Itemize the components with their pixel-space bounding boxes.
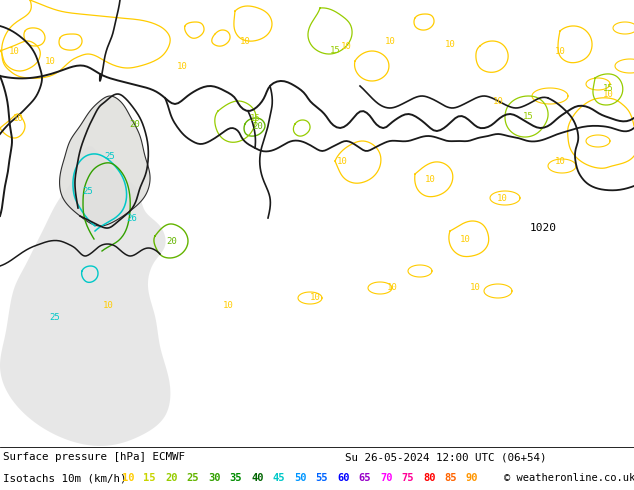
Text: 25: 25 bbox=[49, 314, 60, 322]
Text: 50: 50 bbox=[294, 473, 306, 483]
Text: 20: 20 bbox=[129, 120, 140, 128]
Text: 10: 10 bbox=[444, 40, 455, 49]
Text: 25: 25 bbox=[82, 187, 93, 196]
Text: 80: 80 bbox=[423, 473, 436, 483]
Text: 60: 60 bbox=[337, 473, 349, 483]
Text: 10: 10 bbox=[44, 56, 55, 66]
Text: 40: 40 bbox=[251, 473, 264, 483]
Text: 10: 10 bbox=[425, 174, 436, 183]
Text: Su 26-05-2024 12:00 UTC (06+54): Su 26-05-2024 12:00 UTC (06+54) bbox=[345, 452, 547, 462]
Text: 10: 10 bbox=[13, 114, 23, 122]
Text: 10: 10 bbox=[385, 36, 396, 46]
Text: 15: 15 bbox=[603, 83, 613, 93]
Text: 20: 20 bbox=[165, 473, 178, 483]
Text: 26: 26 bbox=[127, 214, 138, 222]
Text: 10: 10 bbox=[496, 194, 507, 202]
Text: 10: 10 bbox=[603, 90, 613, 98]
Text: 70: 70 bbox=[380, 473, 392, 483]
Text: Surface pressure [hPa] ECMWF: Surface pressure [hPa] ECMWF bbox=[3, 452, 185, 462]
Text: 15: 15 bbox=[143, 473, 156, 483]
Text: 15: 15 bbox=[522, 112, 533, 121]
Text: 20: 20 bbox=[167, 237, 178, 245]
Text: 10: 10 bbox=[470, 284, 481, 293]
Text: 65: 65 bbox=[358, 473, 371, 483]
Text: 25: 25 bbox=[186, 473, 199, 483]
Text: 25: 25 bbox=[105, 151, 115, 161]
Text: 75: 75 bbox=[401, 473, 414, 483]
Text: 90: 90 bbox=[466, 473, 479, 483]
Text: 15: 15 bbox=[250, 114, 261, 122]
Text: 45: 45 bbox=[273, 473, 285, 483]
Text: 10: 10 bbox=[103, 301, 113, 311]
Text: Isotachs 10m (km/h): Isotachs 10m (km/h) bbox=[3, 473, 127, 483]
Text: 10: 10 bbox=[177, 62, 188, 71]
Text: 10: 10 bbox=[340, 42, 351, 50]
Text: 35: 35 bbox=[230, 473, 242, 483]
Polygon shape bbox=[0, 146, 171, 446]
Text: 10: 10 bbox=[460, 235, 470, 244]
Text: 10: 10 bbox=[9, 47, 20, 55]
Text: 10: 10 bbox=[493, 97, 503, 105]
Text: 10: 10 bbox=[337, 156, 347, 166]
Text: 10: 10 bbox=[555, 156, 566, 166]
Text: 20: 20 bbox=[252, 122, 263, 130]
Text: 15: 15 bbox=[330, 46, 340, 54]
Text: 10: 10 bbox=[387, 284, 398, 293]
Text: 1020: 1020 bbox=[530, 223, 557, 233]
Text: © weatheronline.co.uk: © weatheronline.co.uk bbox=[504, 473, 634, 483]
Text: 10: 10 bbox=[240, 36, 250, 46]
Text: 85: 85 bbox=[444, 473, 457, 483]
Text: 55: 55 bbox=[316, 473, 328, 483]
Text: 30: 30 bbox=[208, 473, 221, 483]
Polygon shape bbox=[60, 96, 150, 226]
Text: 10: 10 bbox=[309, 294, 320, 302]
Text: 10: 10 bbox=[223, 301, 233, 311]
Text: 10: 10 bbox=[555, 47, 566, 55]
Text: 10: 10 bbox=[122, 473, 134, 483]
